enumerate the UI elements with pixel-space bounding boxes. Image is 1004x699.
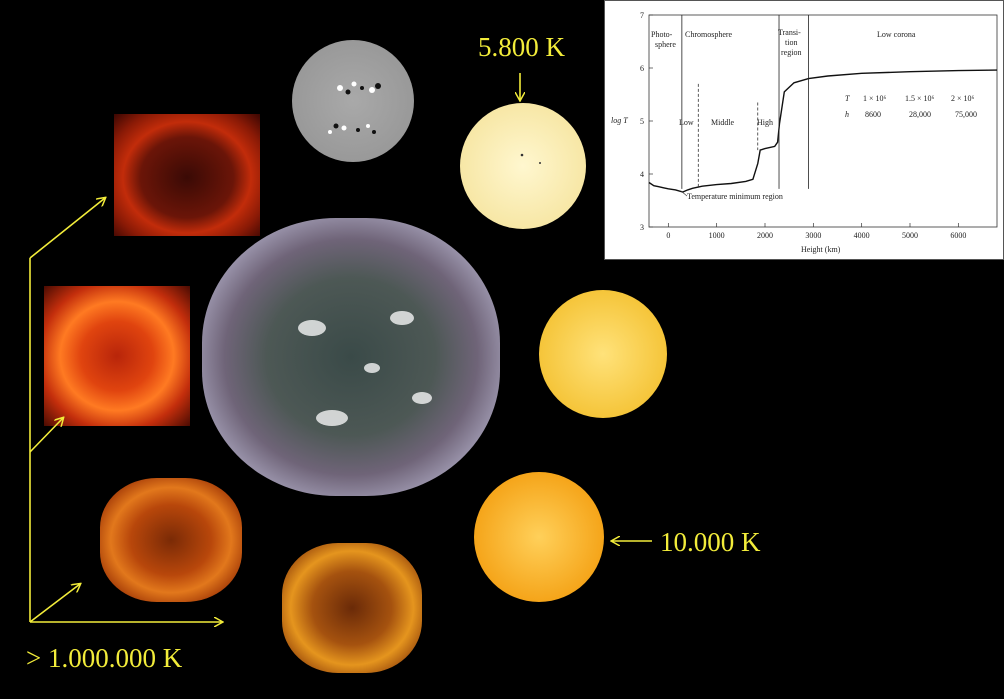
sun-red-corona-image-top — [114, 114, 260, 236]
arrow-to-top-corona-image — [29, 198, 105, 259]
sun-visible-light-image — [460, 103, 586, 229]
x-tick-label: 5000 — [902, 231, 918, 240]
sun-magnetogram-image — [292, 40, 414, 162]
x-tick-label: 2000 — [757, 231, 773, 240]
sun-yellow-image-right — [539, 290, 667, 418]
table-T-2: 1.5 × 10⁶ — [905, 94, 935, 103]
annotation-leader — [680, 190, 688, 197]
photosphere-temp-label: 5.800 K — [478, 32, 565, 62]
sun-red-corona-image-middle — [44, 286, 190, 426]
region-low-corona: Low corona — [877, 30, 916, 39]
x-tick-label: 1000 — [709, 231, 725, 240]
table-h-1: 8600 — [865, 110, 881, 119]
region-transition-line3: region — [781, 48, 801, 57]
y-tick-label: 3 — [640, 223, 644, 232]
table-h-2: 28,000 — [909, 110, 931, 119]
sun-orange-corona-image-bottom-left — [100, 478, 242, 602]
region-low: Low — [679, 118, 694, 127]
y-tick-label: 5 — [640, 117, 644, 126]
x-tick-label: 3000 — [805, 231, 821, 240]
y-tick-label: 4 — [640, 170, 644, 179]
chart-svg: 0 1000 2000 3000 4000 5000 6000 3 4 5 6 7 log T Hei… — [611, 11, 998, 254]
y-axis-label: log T — [611, 116, 628, 125]
chromosphere-temp-label: 10.000 K — [660, 527, 761, 557]
table-T-1: 1 × 10⁶ — [863, 94, 887, 103]
temperature-profile-chart: 0 1000 2000 3000 4000 5000 6000 3 4 5 6 7 log T Hei… — [604, 0, 1004, 260]
corona-temp-label: > 1.000.000 K — [26, 643, 183, 673]
region-photosphere-line2: sphere — [655, 40, 676, 49]
sun-composite-euv-image — [202, 218, 500, 496]
region-transition-line1: Transi- — [778, 28, 801, 37]
sun-orange-corona-image-bottom — [282, 543, 422, 673]
table-T-3: 2 × 10⁶ — [951, 94, 975, 103]
y-tick-label: 6 — [640, 64, 644, 73]
temperature-minimum-annotation: Temperature minimum region — [687, 192, 783, 201]
temperature-curve — [648, 69, 998, 193]
region-photosphere-line1: Photo- — [651, 30, 673, 39]
x-axis-label: Height (km) — [801, 245, 841, 254]
y-tick-label: 7 — [640, 11, 644, 20]
x-tick-label: 6000 — [950, 231, 966, 240]
x-tick-label: 4000 — [854, 231, 870, 240]
region-chromosphere: Chromosphere — [685, 30, 733, 39]
region-middle: Middle — [711, 118, 735, 127]
region-transition-line2: tion — [785, 38, 797, 47]
arrow-to-bottom-corona-image — [29, 584, 80, 623]
region-high: High — [757, 118, 773, 127]
table-row-label-T: T — [845, 94, 850, 103]
table-h-3: 75,000 — [955, 110, 977, 119]
table-row-label-h: h — [845, 110, 849, 119]
sun-orange-image-right — [474, 472, 604, 602]
x-tick-label: 0 — [666, 231, 670, 240]
